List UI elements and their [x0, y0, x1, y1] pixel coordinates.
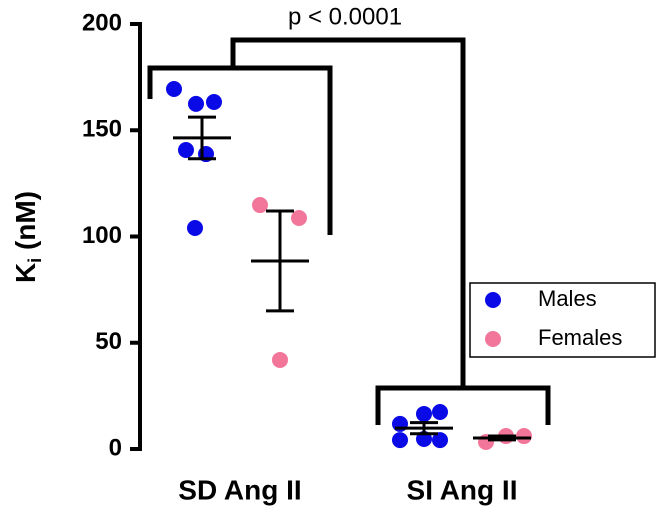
- data-point: [516, 428, 532, 445]
- error-bar: [266, 209, 294, 313]
- data-point: [392, 432, 408, 449]
- y-tick-label: 100: [82, 222, 122, 249]
- legend-box: [469, 282, 656, 358]
- y-tick-label: 0: [109, 434, 122, 461]
- y-tick-label: 50: [95, 328, 122, 355]
- legend-marker: [485, 331, 501, 347]
- data-point: [206, 93, 222, 110]
- error-bar: [188, 115, 216, 161]
- p-value-annotation: p < 0.0001: [288, 3, 402, 30]
- data-point: [178, 142, 194, 159]
- data-point: [432, 432, 448, 449]
- sd-bracket: [147, 65, 333, 235]
- comparison-bracket: [230, 37, 466, 388]
- data-point: [252, 197, 268, 214]
- y-label-main: K: [10, 263, 41, 283]
- legend-marker: [485, 292, 501, 308]
- data-point: [272, 351, 288, 368]
- error-bar: [488, 434, 516, 442]
- data-point: [432, 404, 448, 421]
- data-point: [291, 210, 307, 227]
- legend-label: Males: [538, 286, 597, 311]
- legend-label: Females: [538, 325, 622, 350]
- data-point: [187, 220, 203, 236]
- y-axis-label: Ki (nM): [10, 191, 44, 283]
- x-tick-label: SI Ang II: [407, 474, 518, 505]
- y-tick-label: 150: [82, 116, 122, 143]
- y-tick-label: 200: [82, 9, 122, 36]
- y-label-subscript: i: [25, 258, 45, 263]
- data-point: [188, 95, 204, 112]
- x-tick-label: SD Ang II: [178, 474, 301, 505]
- y-label-unit: (nM): [10, 191, 41, 258]
- data-point: [416, 405, 432, 422]
- data-point: [166, 81, 182, 98]
- error-bar: [410, 421, 438, 436]
